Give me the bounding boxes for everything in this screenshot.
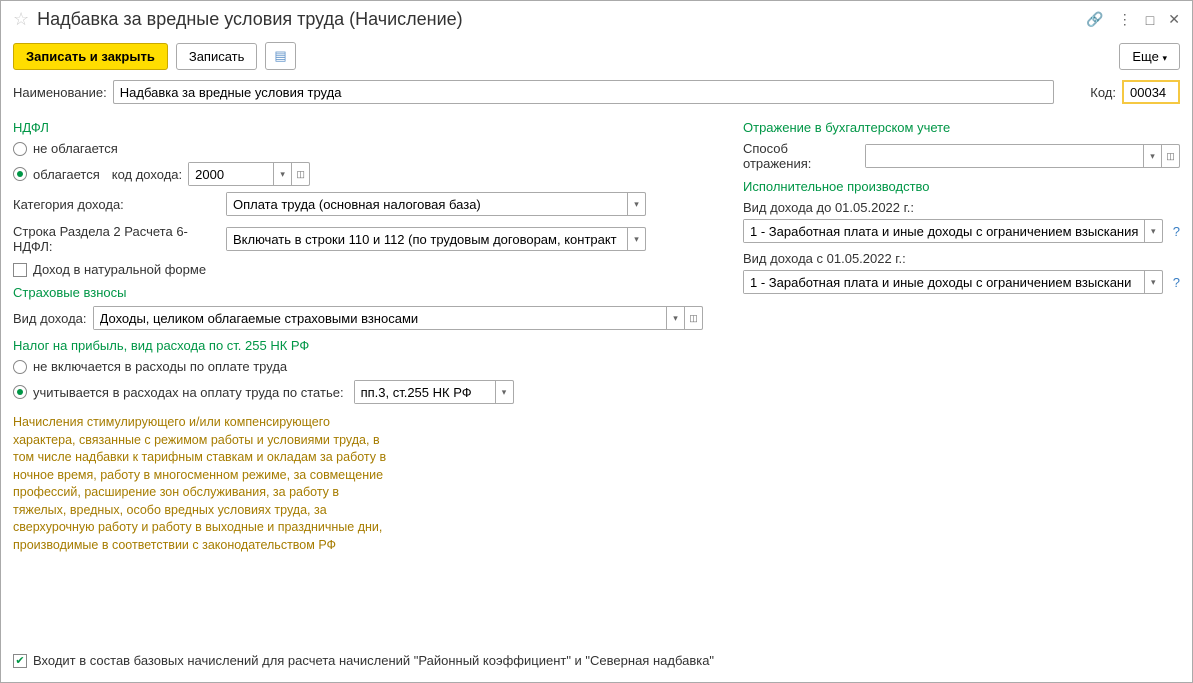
dialog-window: ☆ Надбавка за вредные условия труда (Нач… — [0, 0, 1193, 683]
ndfl-not-taxed-row[interactable]: не облагается — [13, 141, 703, 156]
taxed-label: облагается — [33, 167, 100, 182]
not-included-label: не включается в расходы по оплате труда — [33, 359, 287, 374]
help-icon[interactable]: ? — [1173, 224, 1180, 239]
dropdown-icon[interactable]: ▾ — [495, 381, 513, 403]
radio-taxed[interactable] — [13, 167, 27, 181]
content-area: НДФЛ не облагается облагается код дохода… — [1, 112, 1192, 643]
more-button[interactable]: Еще ▾ — [1119, 43, 1180, 70]
window-title: Надбавка за вредные условия труда (Начис… — [37, 9, 1078, 30]
insurance-section-title: Страховые взносы — [13, 285, 703, 300]
enforcement-before-select[interactable]: ▾ — [743, 219, 1163, 243]
ndfl-section-title: НДФЛ — [13, 120, 703, 135]
insurance-income-row: Вид дохода: ▾ ◫ — [13, 306, 703, 330]
kebab-icon[interactable]: ⋮ — [1118, 11, 1132, 28]
profit-included-row[interactable]: учитывается в расходах на оплату труда п… — [13, 380, 703, 404]
footer: Входит в состав базовых начислений для р… — [1, 643, 1192, 682]
link-icon[interactable]: 🔗 — [1086, 11, 1103, 28]
close-icon[interactable]: ✕ — [1168, 11, 1180, 28]
section2-label: Строка Раздела 2 Расчета 6-НДФЛ: — [13, 224, 220, 254]
dropdown-icon[interactable]: ▾ — [666, 307, 684, 329]
income-code-label: код дохода: — [112, 167, 182, 182]
insurance-income-select[interactable]: ▾ ◫ — [93, 306, 703, 330]
section2-select[interactable]: ▾ — [226, 227, 646, 251]
name-label: Наименование: — [13, 85, 107, 100]
accounting-method-label: Способ отражения: — [743, 141, 859, 171]
enforcement-after-label: Вид дохода с 01.05.2022 г.: — [743, 251, 1180, 266]
save-close-button[interactable]: Записать и закрыть — [13, 43, 168, 70]
enforcement-before-row: ▾ ? — [743, 219, 1180, 243]
dropdown-icon[interactable]: ▾ — [1144, 220, 1162, 242]
left-column: НДФЛ не облагается облагается код дохода… — [13, 112, 703, 643]
category-label: Категория дохода: — [13, 197, 220, 212]
code-label: Код: — [1090, 85, 1116, 100]
enforcement-after-select[interactable]: ▾ — [743, 270, 1163, 294]
list-icon-button[interactable]: ▤ — [265, 42, 295, 70]
name-input[interactable] — [113, 80, 1055, 104]
natural-form-row[interactable]: Доход в натуральной форме — [13, 262, 703, 277]
open-icon[interactable]: ◫ — [291, 163, 309, 185]
dropdown-icon[interactable]: ▾ — [627, 193, 645, 215]
base-accruals-label: Входит в состав базовых начислений для р… — [33, 653, 714, 668]
save-button[interactable]: Записать — [176, 43, 258, 70]
profit-not-included-row[interactable]: не включается в расходы по оплате труда — [13, 359, 703, 374]
dropdown-icon[interactable]: ▾ — [273, 163, 291, 185]
natural-form-checkbox[interactable] — [13, 263, 27, 277]
enforcement-after-input[interactable] — [744, 271, 1144, 293]
enforcement-section-title: Исполнительное производство — [743, 179, 1180, 194]
profit-tax-section-title: Налог на прибыль, вид расхода по ст. 255… — [13, 338, 703, 353]
profit-tax-description: Начисления стимулирующего и/или компенси… — [13, 414, 393, 554]
window-controls: 🔗 ⋮ □ ✕ — [1086, 11, 1180, 28]
section2-input[interactable] — [227, 228, 627, 250]
base-accruals-checkbox[interactable] — [13, 654, 27, 668]
article-input[interactable] — [355, 381, 495, 403]
insurance-income-input[interactable] — [94, 307, 666, 329]
code-input[interactable] — [1122, 80, 1180, 104]
dropdown-icon[interactable]: ▾ — [1144, 271, 1162, 293]
accounting-method-input[interactable] — [866, 145, 1143, 167]
accounting-method-row: Способ отражения: ▾ ◫ — [743, 141, 1180, 171]
income-code-input[interactable] — [189, 163, 273, 185]
insurance-income-label: Вид дохода: — [13, 311, 87, 326]
open-icon[interactable]: ◫ — [1161, 145, 1179, 167]
enforcement-before-label: Вид дохода до 01.05.2022 г.: — [743, 200, 1180, 215]
accounting-section-title: Отражение в бухгалтерском учете — [743, 120, 1180, 135]
enforcement-after-row: ▾ ? — [743, 270, 1180, 294]
titlebar: ☆ Надбавка за вредные условия труда (Нач… — [1, 1, 1192, 38]
accounting-method-select[interactable]: ▾ ◫ — [865, 144, 1180, 168]
category-row: Категория дохода: ▾ — [13, 192, 703, 216]
radio-not-taxed[interactable] — [13, 142, 27, 156]
included-label: учитывается в расходах на оплату труда п… — [33, 385, 344, 400]
natural-form-label: Доход в натуральной форме — [33, 262, 206, 277]
not-taxed-label: не облагается — [33, 141, 118, 156]
article-select[interactable]: ▾ — [354, 380, 514, 404]
dropdown-icon[interactable]: ▾ — [627, 228, 645, 250]
category-select[interactable]: ▾ — [226, 192, 646, 216]
radio-not-included[interactable] — [13, 360, 27, 374]
section2-row: Строка Раздела 2 Расчета 6-НДФЛ: ▾ — [13, 224, 703, 254]
right-column: Отражение в бухгалтерском учете Способ о… — [743, 112, 1180, 643]
ndfl-taxed-row[interactable]: облагается код дохода: ▾ ◫ — [13, 162, 703, 186]
dropdown-icon[interactable]: ▾ — [1143, 145, 1161, 167]
maximize-icon[interactable]: □ — [1146, 12, 1154, 28]
help-icon[interactable]: ? — [1173, 275, 1180, 290]
radio-included[interactable] — [13, 385, 27, 399]
toolbar: Записать и закрыть Записать ▤ Еще ▾ — [1, 38, 1192, 80]
category-input[interactable] — [227, 193, 627, 215]
favorite-icon[interactable]: ☆ — [13, 9, 29, 30]
enforcement-before-input[interactable] — [744, 220, 1144, 242]
name-code-row: Наименование: Код: — [1, 80, 1192, 104]
open-icon[interactable]: ◫ — [684, 307, 702, 329]
income-code-select[interactable]: ▾ ◫ — [188, 162, 310, 186]
